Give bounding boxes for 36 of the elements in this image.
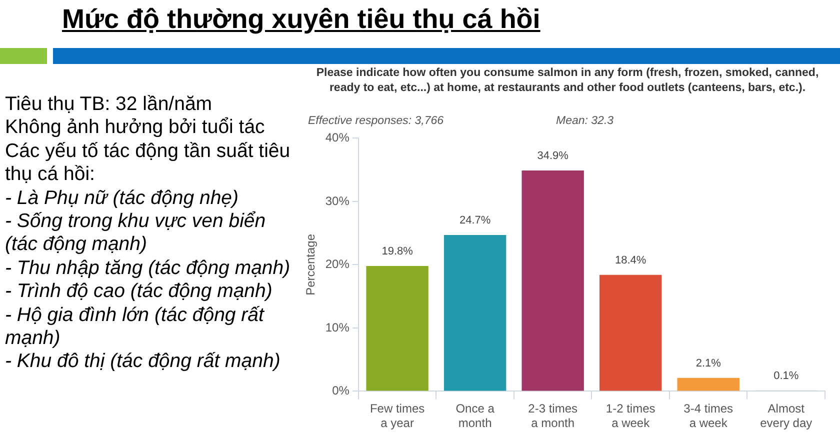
- text: Không ảnh hưởng bởi tuổi tác: [5, 116, 266, 140]
- chart-title: Mức độ thường xuyên tiêu thụ cá hồi: [62, 4, 540, 35]
- y-tick-label: 20%: [325, 257, 350, 272]
- text: Mean: 32.3: [556, 115, 614, 127]
- text: Effective responses: 3,766: [308, 115, 444, 127]
- x-tick-label: Almost every day: [760, 402, 812, 430]
- bar: [522, 170, 584, 391]
- bar: [366, 266, 428, 391]
- x-tick-label: 1-2 times a week: [606, 402, 656, 430]
- data-label: 18.4%: [614, 254, 646, 266]
- y-tick-label: 0%: [332, 384, 350, 398]
- x-tick-label: 2-3 times a month: [528, 402, 578, 430]
- data-label: 24.7%: [459, 214, 491, 227]
- x-tick-label: Few times a year: [370, 402, 425, 430]
- data-label: 34.9%: [537, 150, 569, 162]
- data-label: 0.1%: [774, 370, 799, 382]
- text: - Thu nhập tăng (tác động mạnh): [5, 256, 292, 280]
- text: - Hộ gia đình lớn (tác động rất mạnh): [5, 304, 266, 350]
- bar: [677, 378, 740, 391]
- x-tick-label: Once a month: [456, 402, 495, 430]
- text: - Sống trong khu vực ven biển (tác động mạnh): [5, 210, 267, 257]
- text: - Là Phụ nữ (tác động nhẹ): [5, 186, 240, 210]
- bar: [444, 234, 506, 391]
- chart-subtitle: Please indicate how often you consume salmon in any form (fresh, frozen, smoked, canned, ready to eat, etc...) at home, at restaurants and other food outlets (canteens, bars, etc.).: [315, 66, 820, 96]
- text: Tiêu thụ TB: 32 lần/năm: [5, 93, 214, 116]
- bar: [599, 274, 662, 391]
- y-tick-label: 40%: [325, 130, 350, 145]
- data-label: 19.8%: [382, 245, 414, 258]
- x-tick-label: 3-4 times a week: [684, 402, 734, 430]
- y-axis-title: Percentage: [304, 234, 318, 296]
- text: - Khu đô thị (tác động rất mạnh): [5, 350, 282, 374]
- text: Các yếu tố tác động tần suất tiêu thụ cá hồi:: [5, 140, 292, 187]
- y-tick-label: 10%: [325, 320, 350, 334]
- data-label: 2.1%: [696, 357, 722, 370]
- y-tick-label: 30%: [325, 194, 350, 208]
- text: - Trình độ cao (tác động mạnh): [5, 280, 274, 304]
